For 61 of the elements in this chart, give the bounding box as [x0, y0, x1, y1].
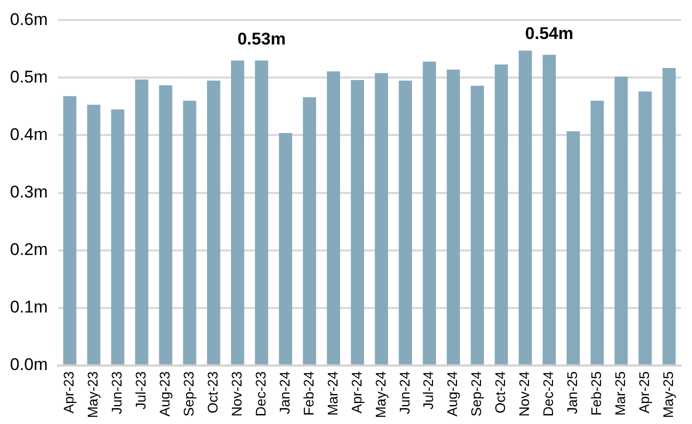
x-tick-label: Dec-24	[540, 371, 556, 416]
y-tick-label: 0.3m	[10, 182, 48, 202]
bar	[662, 68, 676, 364]
bar	[326, 71, 340, 364]
x-tick-label: Jul-24	[420, 371, 436, 410]
x-tick-label: Jan-25	[564, 371, 580, 414]
bar	[638, 92, 652, 364]
bar	[278, 132, 292, 364]
x-tick-label: Apr-25	[636, 371, 652, 414]
y-tick-label: 0.5m	[10, 67, 48, 86]
bar	[470, 86, 484, 364]
bar	[494, 64, 508, 364]
x-tick-label: Aug-23	[156, 371, 173, 416]
x-tick-label: Feb-24	[300, 371, 316, 416]
y-tick-label: 0.6m	[10, 10, 48, 29]
bar	[614, 76, 628, 364]
x-tick-label: May-24	[372, 371, 388, 418]
bar	[374, 73, 388, 364]
x-tick-label: Sep-24	[468, 371, 484, 416]
bar	[590, 100, 604, 364]
x-tick-label: Feb-25	[588, 371, 604, 416]
y-tick-label: 0.0m	[10, 355, 48, 374]
y-tick-label: 0.4m	[10, 124, 48, 144]
x-tick-label: Oct-24	[492, 371, 508, 414]
x-tick-label: Jun-24	[396, 371, 412, 414]
bar	[231, 60, 244, 364]
data-label: 0.54m	[525, 24, 574, 43]
bar	[542, 54, 556, 364]
x-tick-label: Aug-24	[444, 371, 460, 416]
data-label: 0.53m	[237, 30, 286, 49]
bar	[566, 131, 580, 364]
bar	[135, 79, 148, 364]
x-tick-label: Mar-25	[612, 371, 628, 416]
x-tick-label: Apr-24	[348, 371, 364, 414]
bar	[518, 50, 532, 364]
bar	[254, 60, 268, 364]
x-tick-label: Sep-23	[180, 371, 197, 416]
bar	[87, 104, 100, 364]
x-tick-label: Dec-23	[252, 371, 268, 416]
x-tick-label: Mar-24	[324, 371, 340, 416]
x-tick-label: Jul-23	[132, 371, 149, 410]
y-tick-label: 0.2m	[10, 240, 48, 259]
bar	[207, 80, 220, 364]
x-tick-label: May-25	[660, 371, 676, 418]
bar	[159, 85, 172, 364]
bar	[350, 80, 364, 364]
bar	[422, 62, 436, 364]
bar	[183, 100, 196, 364]
x-tick-label: May-23	[84, 371, 101, 418]
bar	[63, 96, 76, 364]
bar	[302, 97, 316, 364]
x-tick-label: Jun-23	[108, 371, 125, 414]
x-tick-label: Apr-23	[60, 371, 77, 414]
y-tick-label: 0.1m	[10, 297, 48, 316]
x-tick-label: Oct-23	[204, 371, 220, 414]
x-tick-label: Jan-24	[276, 371, 292, 414]
bar	[398, 80, 412, 364]
x-tick-label: Nov-23	[228, 371, 244, 416]
bar	[446, 70, 460, 364]
bar	[111, 109, 124, 364]
x-tick-label: Nov-24	[516, 371, 532, 416]
